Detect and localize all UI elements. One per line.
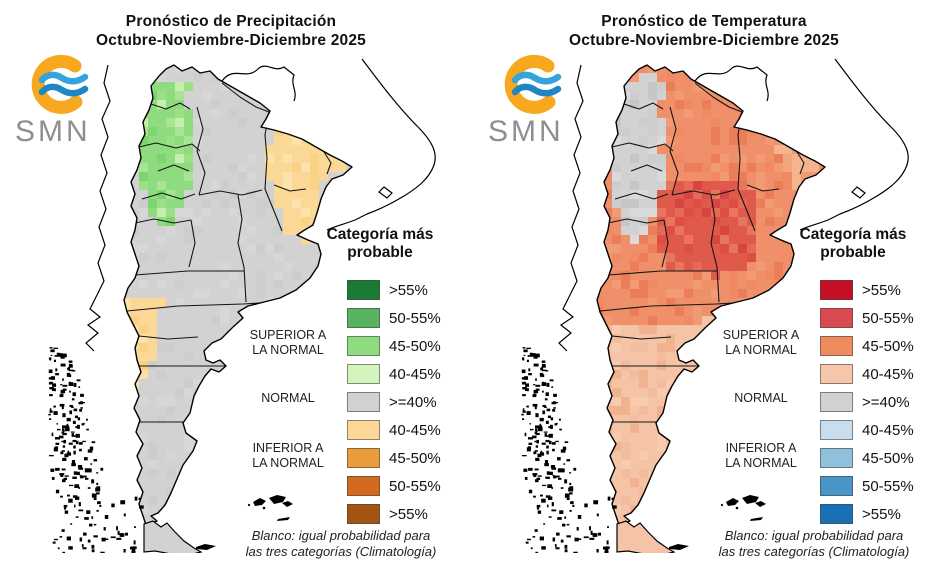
neighbor-coastline <box>221 65 296 102</box>
smn-logo-text: SMN <box>488 115 564 148</box>
panel-precipitation: Pronóstico de Precipitación Octubre-Novi… <box>0 0 472 566</box>
argentina-map-svg <box>48 58 436 553</box>
malvinas-islands <box>247 495 293 510</box>
malvinas-islands <box>720 495 766 510</box>
smn-logo-icon <box>504 54 562 114</box>
map-title: Pronóstico de Precipitación Octubre-Novi… <box>0 12 462 50</box>
map-title: Pronóstico de Temperatura Octubre-Noviem… <box>473 12 935 50</box>
map-title-line2: Octubre-Noviembre-Diciembre 2025 <box>569 32 839 49</box>
map-title-line2: Octubre-Noviembre-Diciembre 2025 <box>96 32 366 49</box>
isla-de-los-estados <box>196 544 216 550</box>
province-borders <box>599 82 805 423</box>
argentina-map-svg <box>521 58 909 553</box>
map-temperature <box>513 55 923 553</box>
fjord-islands <box>521 347 617 553</box>
panel-temperature: Pronóstico de Temperatura Octubre-Noviem… <box>473 0 945 566</box>
chile-coastline <box>558 64 584 352</box>
neighbor-coastline <box>851 186 866 199</box>
coast-dash <box>277 517 290 521</box>
neighbor-coastline <box>326 58 436 231</box>
smn-logo: SMN <box>488 54 598 147</box>
argentina-outline <box>596 64 826 526</box>
map-title-line1: Pronóstico de Temperatura <box>601 13 807 30</box>
smn-logo-text: SMN <box>15 115 91 148</box>
argentina-outline <box>123 64 353 526</box>
neighbor-coastline <box>378 186 393 199</box>
fjord-islands <box>48 347 144 553</box>
tierra-del-fuego <box>616 520 676 553</box>
smn-logo: SMN <box>15 54 125 147</box>
chile-coastline <box>85 64 111 352</box>
coast-dash <box>750 517 763 521</box>
smn-logo-icon <box>31 54 89 114</box>
map-title-line1: Pronóstico de Precipitación <box>125 13 337 30</box>
neighbor-coastline <box>694 65 769 102</box>
tierra-del-fuego <box>143 520 203 553</box>
isla-de-los-estados <box>669 544 689 550</box>
province-borders <box>126 82 332 423</box>
neighbor-coastline <box>799 58 909 231</box>
map-precipitation <box>40 55 450 553</box>
